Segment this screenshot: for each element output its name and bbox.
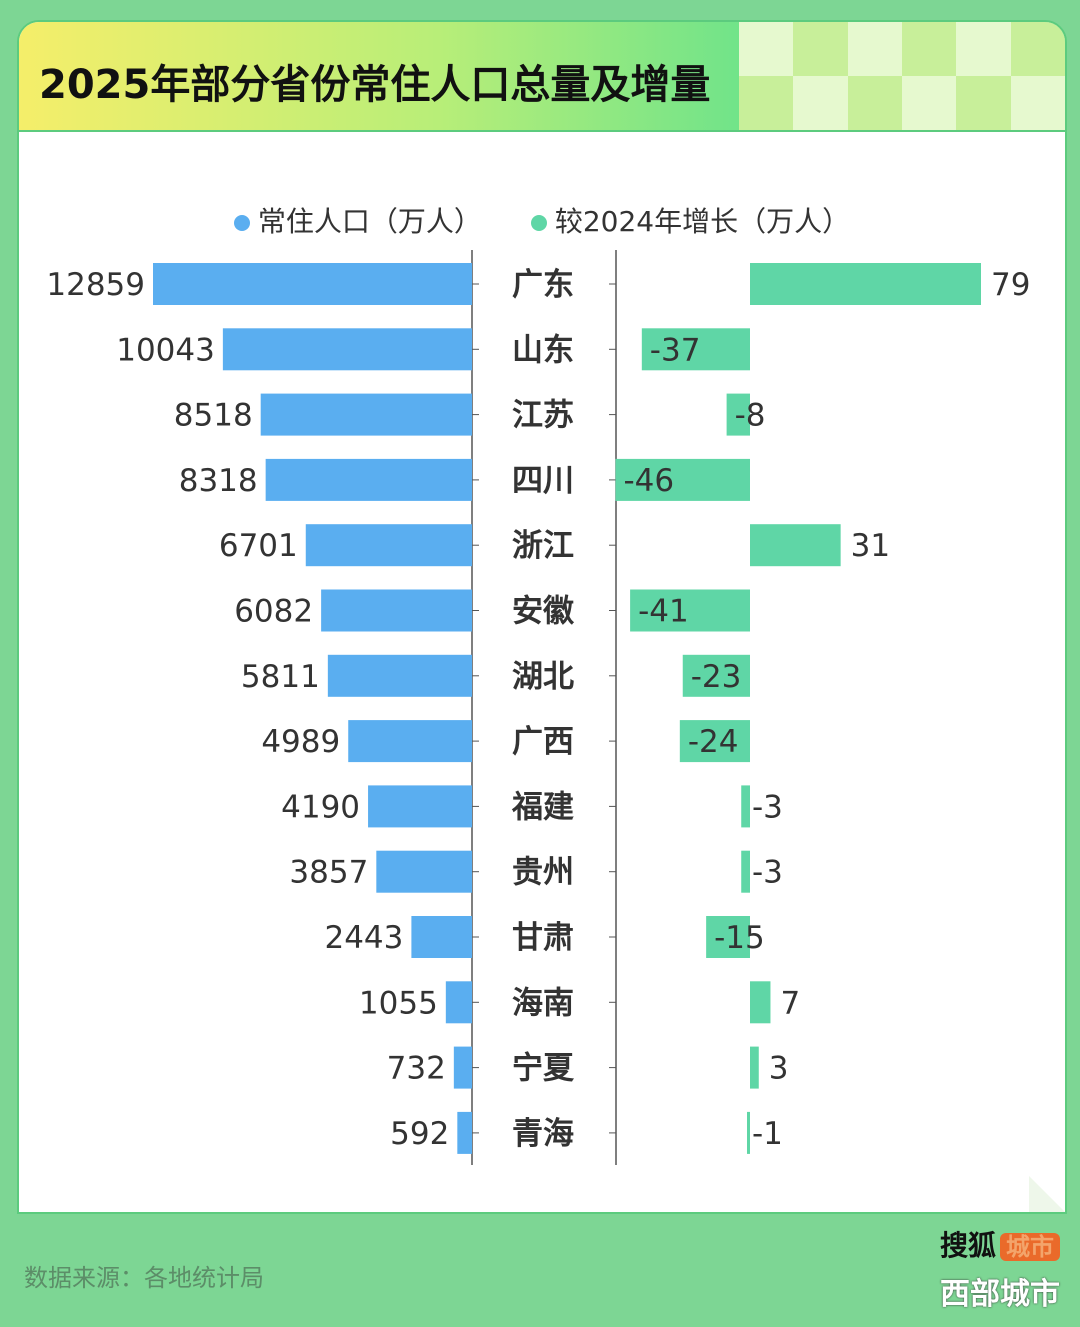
growth-bar: [750, 524, 841, 567]
growth-bar: [750, 1046, 759, 1089]
growth-bar: [741, 785, 750, 828]
growth-value-label: -37: [650, 332, 701, 368]
legend-item-population: 常住人口（万人）: [233, 205, 482, 238]
page-fold-decoration: [1029, 1176, 1065, 1212]
growth-bar: [747, 1111, 750, 1154]
category-label: 甘肃: [512, 920, 574, 956]
growth-bar: [682, 654, 750, 697]
population-value-label: 10043: [116, 332, 215, 368]
population-bar: [368, 785, 472, 828]
growth-bar: [741, 850, 750, 893]
growth-value-label: -3: [752, 789, 783, 825]
data-source: 数据来源：各地统计局: [24, 1264, 264, 1292]
growth-value-label: -23: [691, 659, 742, 695]
population-value-label: 12859: [46, 267, 145, 303]
logo-text: 搜狐: [939, 1229, 996, 1262]
growth-bar: [750, 981, 771, 1024]
category-label: 江苏: [512, 398, 574, 434]
category-label: 四川: [512, 463, 574, 499]
population-bar: [453, 1046, 472, 1089]
growth-value-label: 79: [991, 267, 1030, 303]
population-bar: [348, 720, 472, 763]
category-label: 宁夏: [512, 1051, 575, 1087]
growth-bar: [679, 720, 750, 763]
growth-bar: [706, 916, 750, 958]
logo-badge: 城市: [1000, 1233, 1060, 1261]
growth-value-label: -1: [752, 1116, 783, 1152]
category-label: 广东: [512, 267, 574, 303]
growth-value-label: -46: [623, 463, 674, 499]
growth-value-label: -15: [714, 920, 765, 956]
population-value-label: 592: [390, 1116, 449, 1152]
population-bar: [376, 850, 472, 893]
population-value-label: 2443: [324, 920, 403, 956]
category-label: 山东: [512, 332, 574, 368]
growth-value-label: 31: [851, 528, 890, 564]
population-bar: [265, 458, 472, 501]
population-bar: [305, 524, 472, 567]
legend: 常住人口（万人） 较2024年增长（万人）: [19, 200, 1065, 240]
legend-dot: [530, 215, 547, 231]
growth-value-label: -8: [735, 398, 766, 434]
category-label: 安徽: [512, 594, 575, 630]
population-value-label: 5811: [241, 659, 320, 695]
population-value-label: 3857: [289, 855, 368, 891]
checker-decoration: [739, 22, 1065, 130]
population-value-label: 6701: [219, 528, 298, 564]
population-value-label: 1055: [359, 985, 438, 1021]
population-bar: [153, 263, 472, 305]
category-label: 海南: [512, 985, 574, 1021]
category-label: 青海: [512, 1116, 574, 1152]
population-value-label: 6082: [234, 594, 313, 630]
growth-bar: [750, 263, 981, 305]
population-value-label: 8518: [174, 398, 253, 434]
growth-value-label: -41: [638, 594, 689, 630]
growth-bar: [641, 328, 750, 371]
category-label: 浙江: [512, 528, 574, 564]
population-bar: [260, 393, 472, 436]
population-bar: [222, 328, 472, 371]
population-bar: [321, 589, 472, 632]
header: 2025年部分省份常住人口总量及增量: [19, 22, 1065, 132]
growth-value-label: -3: [752, 855, 783, 891]
chart-card: 2025年部分省份常住人口总量及增量 常住人口（万人） 较2024年增长（万人）: [17, 20, 1067, 1214]
legend-label: 常住人口（万人）: [257, 205, 482, 238]
category-label: 贵州: [512, 855, 574, 891]
growth-value-label: 3: [769, 1051, 789, 1087]
growth-value-label: 7: [780, 985, 800, 1021]
population-value-label: 4989: [261, 724, 340, 760]
category-label: 广西: [512, 724, 574, 760]
category-label: 福建: [511, 789, 574, 825]
population-bar: [411, 916, 472, 958]
legend-dot: [233, 215, 250, 231]
legend-item-growth: 较2024年增长（万人）: [530, 205, 851, 238]
growth-bar: [630, 589, 750, 632]
growth-value-label: -24: [688, 724, 739, 760]
chart-title: 2025年部分省份常住人口总量及增量: [39, 62, 711, 108]
growth-bar: [726, 393, 750, 436]
population-value-label: 732: [387, 1051, 446, 1087]
population-bar: [445, 981, 472, 1024]
population-bar: [457, 1111, 472, 1154]
population-value-label: 4190: [281, 789, 360, 825]
population-value-label: 8318: [179, 463, 258, 499]
watermark: 西部城市: [940, 1277, 1060, 1312]
category-label: 湖北: [512, 659, 574, 695]
logo: 搜狐 城市: [940, 1228, 1060, 1265]
legend-label: 较2024年增长（万人）: [554, 205, 851, 238]
growth-bar: [615, 458, 750, 501]
population-bar: [327, 654, 472, 697]
